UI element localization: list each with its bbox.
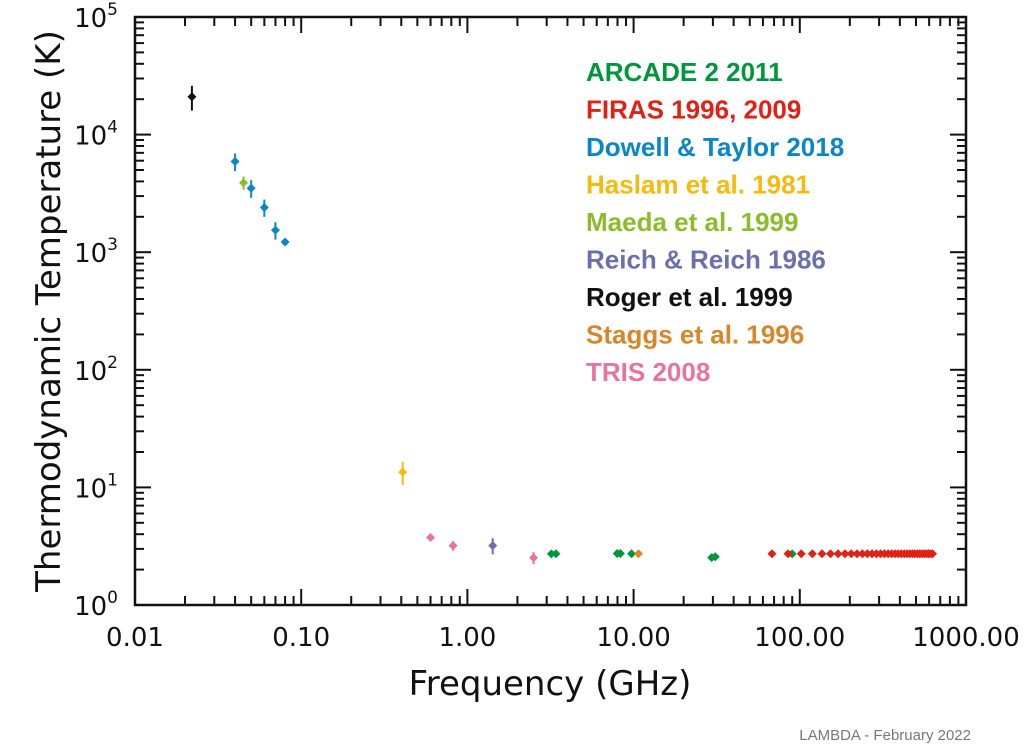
data-point xyxy=(246,183,256,193)
data-point xyxy=(230,157,240,167)
data-point xyxy=(767,549,777,559)
data-point xyxy=(398,467,408,477)
series-1 xyxy=(767,549,938,559)
data-point xyxy=(796,549,806,559)
y-tick-label: 100 xyxy=(74,588,118,622)
legend-entry: ARCADE 2 2011 xyxy=(586,57,783,87)
x-tick-label: 1.00 xyxy=(438,623,496,653)
series-8 xyxy=(426,532,539,565)
legend-entry: TRIS 2008 xyxy=(586,357,710,387)
data-point xyxy=(807,549,817,559)
data-point xyxy=(259,202,269,212)
series-0 xyxy=(546,549,797,563)
data-point xyxy=(448,541,458,551)
data-point xyxy=(928,549,938,559)
x-tick-label: 0.01 xyxy=(106,623,164,653)
axis-ticks xyxy=(135,17,966,605)
y-tick-label: 104 xyxy=(74,118,118,152)
data-point xyxy=(280,237,290,247)
data-point xyxy=(529,553,539,563)
legend-entry: Dowell & Taylor 2018 xyxy=(586,132,844,162)
legend: ARCADE 2 2011 FIRAS 1996, 2009 Dowell & Ta… xyxy=(586,57,844,387)
series-5 xyxy=(488,538,498,555)
y-tick-label: 101 xyxy=(74,470,118,504)
legend-entry: Maeda et al. 1999 xyxy=(586,207,798,237)
data-point xyxy=(710,552,720,562)
legend-entry: Haslam et al. 1981 xyxy=(586,170,810,200)
y-axis-title: Thermodynamic Temperature (K) xyxy=(29,30,69,593)
data-point xyxy=(840,549,850,559)
series-3 xyxy=(398,461,408,485)
data-point xyxy=(488,541,498,551)
data-point xyxy=(817,549,827,559)
data-point xyxy=(833,549,843,559)
data-point xyxy=(426,532,436,542)
series-4 xyxy=(239,176,249,190)
plot-frame xyxy=(133,15,968,607)
legend-entry: Staggs et al. 1996 xyxy=(586,320,804,350)
x-tick-label: 10.00 xyxy=(596,623,670,653)
data-point xyxy=(846,549,856,559)
y-tick-label: 105 xyxy=(74,0,118,34)
y-tick-labels: 100 101 102 103 104 105 xyxy=(74,0,118,622)
data-point xyxy=(187,92,197,102)
data-point xyxy=(551,549,561,559)
data-point xyxy=(783,549,793,559)
data-point xyxy=(633,549,643,559)
data-point xyxy=(852,549,862,559)
data-point xyxy=(270,225,280,235)
legend-entry: Reich & Reich 1986 xyxy=(586,245,826,275)
series-7 xyxy=(633,549,643,559)
data-point xyxy=(825,549,835,559)
data-point xyxy=(857,549,867,559)
credit-text: LAMBDA - February 2022 xyxy=(799,727,971,744)
y-tick-label: 103 xyxy=(74,235,118,269)
data-point xyxy=(615,549,625,559)
data-points xyxy=(187,85,938,565)
x-tick-labels: 0.01 0.10 1.00 10.00 100.00 1000.00 xyxy=(106,623,1020,653)
data-point xyxy=(862,549,872,559)
x-tick-label: 0.10 xyxy=(272,623,330,653)
legend-entry: FIRAS 1996, 2009 xyxy=(586,95,801,125)
legend-entry: Roger et al. 1999 xyxy=(586,282,793,312)
series-6 xyxy=(187,85,197,111)
x-tick-label: 100.00 xyxy=(754,623,845,653)
x-axis-title: Frequency (GHz) xyxy=(409,664,692,704)
y-tick-label: 102 xyxy=(74,353,118,387)
series-2 xyxy=(230,153,290,247)
data-point xyxy=(239,178,249,188)
x-tick-label: 1000.00 xyxy=(912,623,1020,653)
data-point xyxy=(627,549,637,559)
